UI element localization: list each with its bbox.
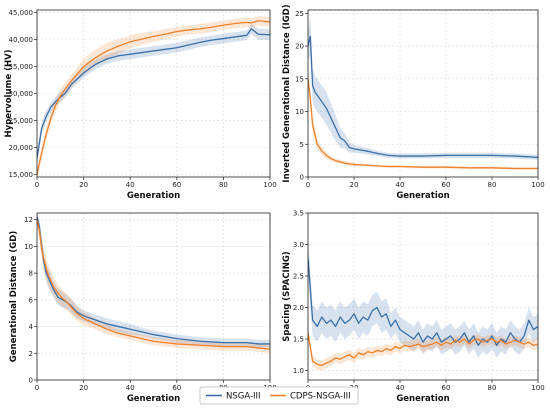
y-tick-label: 25 — [295, 10, 304, 18]
legend-label-cdps-nsga-iii: CDPS-NSGA-III — [290, 392, 351, 402]
line-cdps-nsga-iii — [37, 219, 270, 350]
y-tick-label: 2 — [29, 350, 33, 358]
y-tick-label: 12 — [24, 216, 33, 224]
plot-area — [37, 213, 270, 380]
y-tick-label: 3.0 — [293, 241, 304, 249]
x-tick-label: 0 — [35, 181, 39, 189]
y-tick-label: 20 — [295, 43, 304, 51]
x-tick-label: 40 — [126, 384, 135, 392]
x-tick-label: 40 — [396, 181, 405, 189]
y-axis-title: Generational Distance (GD) — [9, 231, 19, 363]
y-tick-label: 0 — [29, 377, 33, 385]
y-tick-label: 40,000 — [9, 36, 34, 44]
legend: NSGA-III CDPS-NSGA-III — [199, 386, 359, 405]
x-tick-label: 60 — [172, 384, 181, 392]
x-tick-label: 100 — [531, 181, 544, 189]
x-tick-label: 20 — [79, 384, 88, 392]
axes-frame — [307, 212, 539, 381]
x-tick-label: 80 — [488, 181, 497, 189]
y-tick-label: 20,000 — [9, 144, 34, 152]
line-cdps-nsga-iii — [37, 20, 270, 175]
series-group — [308, 16, 538, 170]
line-cdps-nsga-iii — [308, 78, 538, 170]
chart-igd: 0 20 40 60 80 100 0 5 10 15 20 25 Generation Inverted… — [282, 4, 545, 201]
axes-frame — [307, 9, 539, 178]
plot-area — [308, 213, 538, 380]
line-nsga-iii — [37, 216, 270, 345]
line-cdps-nsga-iii — [308, 332, 538, 367]
band-cdps-nsga-iii — [308, 68, 538, 170]
band-nsga-iii — [308, 238, 538, 358]
axes-frame — [36, 212, 271, 381]
line-nsga-iii — [308, 35, 538, 159]
y-tick-label: 10 — [295, 108, 304, 116]
series-group — [308, 238, 538, 371]
band-cdps-nsga-iii — [308, 326, 538, 371]
y-tick-label: 3.5 — [293, 210, 304, 218]
x-tick-label: 60 — [172, 181, 181, 189]
y-axis-title: Hypervolume (HV) — [4, 49, 14, 137]
y-tick-label: 4 — [29, 323, 34, 331]
y-axis-title: Inverted Generational Distance (IGD) — [282, 4, 292, 182]
y-tick-label: 6 — [29, 296, 34, 304]
x-tick-label: 0 — [35, 384, 39, 392]
band-nsga-iii — [37, 23, 270, 165]
chart-spacing: 0204060801001.01.52.02.53.03.5Generation… — [282, 210, 545, 405]
x-tick-label: 40 — [396, 384, 405, 392]
band-cdps-nsga-iii — [37, 15, 270, 177]
y-tick-label: 2.5 — [293, 273, 304, 281]
y-tick-label: 1.5 — [293, 336, 304, 344]
y-tick-label: 15,000 — [9, 171, 34, 179]
series-group — [37, 213, 270, 354]
x-axis-title: Generation — [396, 191, 449, 201]
y-tick-label: 45,000 — [9, 9, 34, 17]
y-tick-label: 25,000 — [9, 117, 34, 125]
x-axis-title: Generation — [127, 191, 180, 201]
y-tick-label: 2.0 — [293, 304, 304, 312]
y-tick-label: 0 — [300, 174, 304, 182]
x-tick-label: 40 — [126, 181, 135, 189]
x-axis-title: Generation — [396, 394, 449, 404]
plot-area — [308, 10, 538, 177]
y-tick-label: 30,000 — [9, 90, 34, 98]
legend-label-nsga-iii: NSGA-III — [226, 392, 261, 402]
line-nsga-iii — [37, 28, 270, 159]
x-tick-label: 20 — [350, 181, 359, 189]
x-tick-label: 60 — [442, 181, 451, 189]
band-cdps-nsga-iii — [37, 214, 270, 354]
y-tick-label: 1.0 — [293, 367, 304, 375]
series-group — [37, 15, 270, 177]
y-tick-label: 35,000 — [9, 63, 34, 71]
y-tick-label: 8 — [29, 270, 33, 278]
x-tick-label: 100 — [531, 384, 544, 392]
x-axis-title: Generation — [127, 394, 180, 404]
x-tick-label: 20 — [79, 181, 88, 189]
x-tick-label: 0 — [306, 181, 310, 189]
y-tick-label: 10 — [24, 243, 33, 251]
x-tick-label: 80 — [488, 384, 497, 392]
y-axis-title: Spacing (SPACING) — [282, 251, 292, 342]
chart-hv: 0 20 40 60 80 100 15,000 20,000 25,000 30,000 35,0… — [4, 9, 277, 201]
chart-gd: 020406080100024681012GenerationGeneratio… — [9, 212, 277, 404]
y-tick-label: 15 — [295, 75, 304, 83]
y-tick-label: 5 — [300, 141, 304, 149]
x-tick-label: 80 — [219, 181, 228, 189]
chart-panels: 0 20 40 60 80 10015,00020,00025,00030,00035,0… — [4, 4, 545, 404]
x-tick-label: 100 — [263, 181, 276, 189]
x-tick-label: 60 — [442, 384, 451, 392]
